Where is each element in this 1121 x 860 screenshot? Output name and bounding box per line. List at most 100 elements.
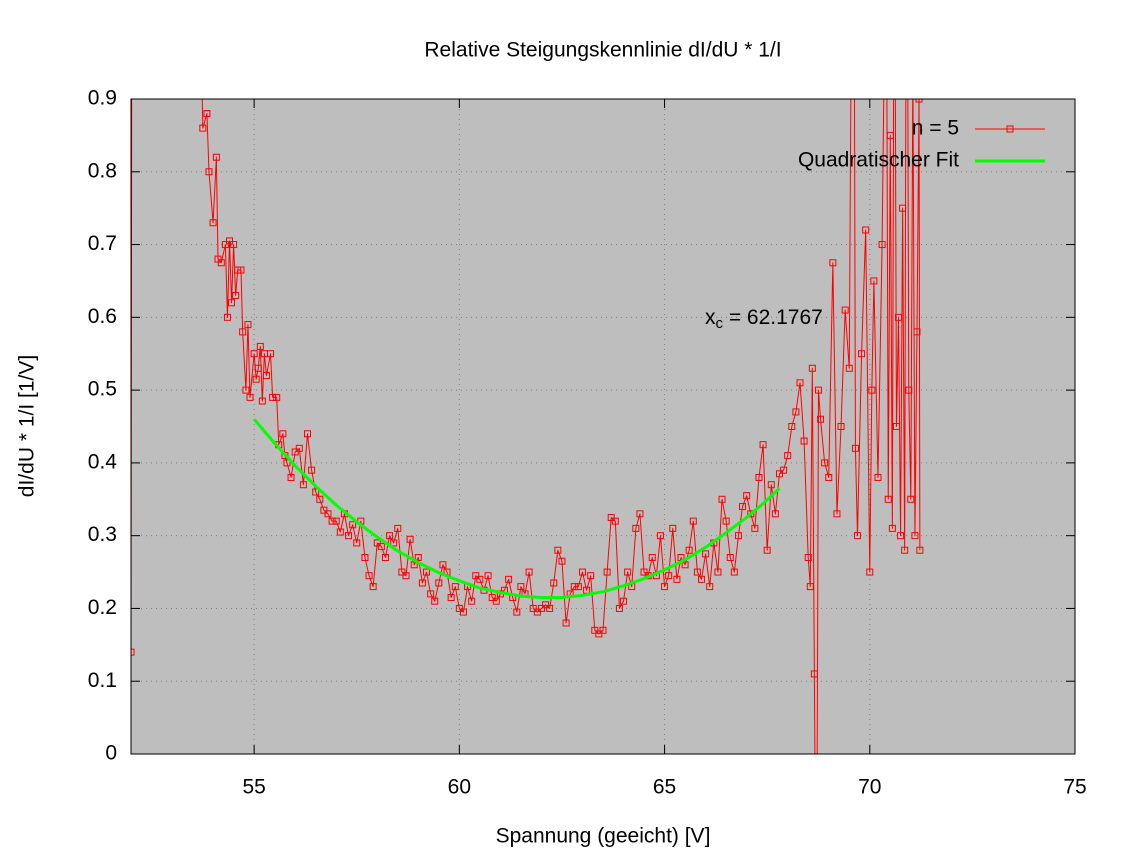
data-point	[578, 568, 586, 576]
data-point	[726, 554, 734, 561]
data-point	[788, 423, 796, 430]
data-point	[810, 670, 818, 678]
data-point	[693, 568, 701, 576]
data-point	[365, 572, 373, 580]
data-point	[910, 60, 916, 66]
data-point	[895, 313, 903, 321]
data-point	[269, 393, 277, 401]
y-tick-label: 0.5	[88, 378, 117, 401]
data-point	[673, 575, 681, 583]
data-point	[476, 575, 484, 583]
data-point	[874, 473, 882, 481]
y-tick-label: 0.7	[88, 232, 117, 255]
data-point	[230, 241, 238, 249]
data-point	[916, 546, 924, 554]
data-point	[775, 470, 783, 478]
data-point	[669, 524, 677, 532]
data-point	[661, 583, 669, 591]
data-point	[821, 459, 829, 467]
data-point	[771, 510, 779, 518]
data-point	[423, 568, 431, 576]
x-tick-label: 70	[858, 776, 881, 799]
data-point	[913, 328, 921, 336]
data-point	[267, 350, 275, 358]
data-point	[373, 539, 381, 547]
data-point	[492, 597, 500, 605]
data-point	[542, 601, 550, 609]
data-point	[763, 546, 771, 554]
data-point	[595, 630, 603, 638]
data-point	[328, 517, 336, 525]
data-point	[825, 473, 833, 481]
data-point	[513, 608, 521, 616]
data-point	[888, 524, 896, 532]
data-point	[806, 583, 814, 591]
data-point	[792, 408, 800, 416]
data-point	[841, 306, 849, 314]
data-point	[299, 481, 307, 489]
data-point	[435, 579, 443, 587]
data-point	[439, 561, 447, 569]
data-point	[361, 554, 369, 561]
data-point	[533, 608, 541, 616]
x-tick-label: 55	[242, 776, 265, 799]
data-point	[377, 543, 385, 551]
data-point	[743, 492, 751, 500]
data-point	[525, 568, 533, 576]
data-point	[884, 495, 892, 503]
data-point	[739, 503, 747, 511]
data-point	[665, 572, 673, 580]
data-point	[447, 594, 455, 602]
chart-title: Relative Steigungskennlinie dI/dU * 1/I	[424, 39, 781, 62]
annotation-subscript: c	[716, 315, 724, 332]
data-point	[624, 568, 632, 576]
data-point	[517, 583, 525, 591]
data-point	[747, 510, 755, 518]
data-point	[244, 321, 252, 329]
data-point	[431, 597, 439, 605]
plot-border	[130, 98, 1076, 755]
data-point	[291, 448, 299, 456]
data-point	[755, 473, 763, 481]
data-point	[698, 575, 706, 583]
data-point	[858, 350, 866, 358]
data-point	[897, 532, 905, 540]
data-point	[394, 524, 402, 532]
data-point	[648, 554, 656, 561]
annotation-base: x	[705, 306, 716, 329]
data-point	[615, 604, 623, 612]
data-point	[915, 99, 923, 103]
y-axis-label: dI/dU * 1/I [1/V]	[16, 355, 39, 497]
y-tick-label: 0.4	[88, 450, 118, 473]
y-tick-label: 0.6	[88, 305, 117, 328]
y-tick-label: 0.3	[88, 523, 117, 546]
data-point	[345, 532, 353, 540]
data-point	[279, 430, 287, 438]
data-point	[320, 506, 328, 514]
data-point	[632, 524, 640, 532]
data-point	[349, 521, 357, 529]
data-point	[336, 528, 344, 536]
data-point	[587, 572, 595, 580]
legend-label: Quadratischer Fit	[798, 149, 959, 172]
data-point	[312, 488, 320, 496]
y-tick-label: 0	[105, 742, 117, 765]
data-point	[203, 110, 211, 118]
data-point	[537, 604, 545, 612]
data-point	[611, 517, 619, 525]
data-point	[459, 608, 467, 616]
data-point	[833, 510, 841, 518]
data-point	[529, 604, 537, 612]
data-point	[599, 626, 607, 634]
legend-marker	[1006, 125, 1014, 133]
plot-area	[131, 99, 1075, 754]
data-point	[759, 441, 767, 449]
data-point	[899, 204, 907, 212]
data-point	[901, 546, 909, 554]
data-point	[851, 444, 859, 452]
data-point	[734, 532, 742, 540]
data-point	[796, 379, 804, 387]
data-point	[751, 524, 759, 532]
